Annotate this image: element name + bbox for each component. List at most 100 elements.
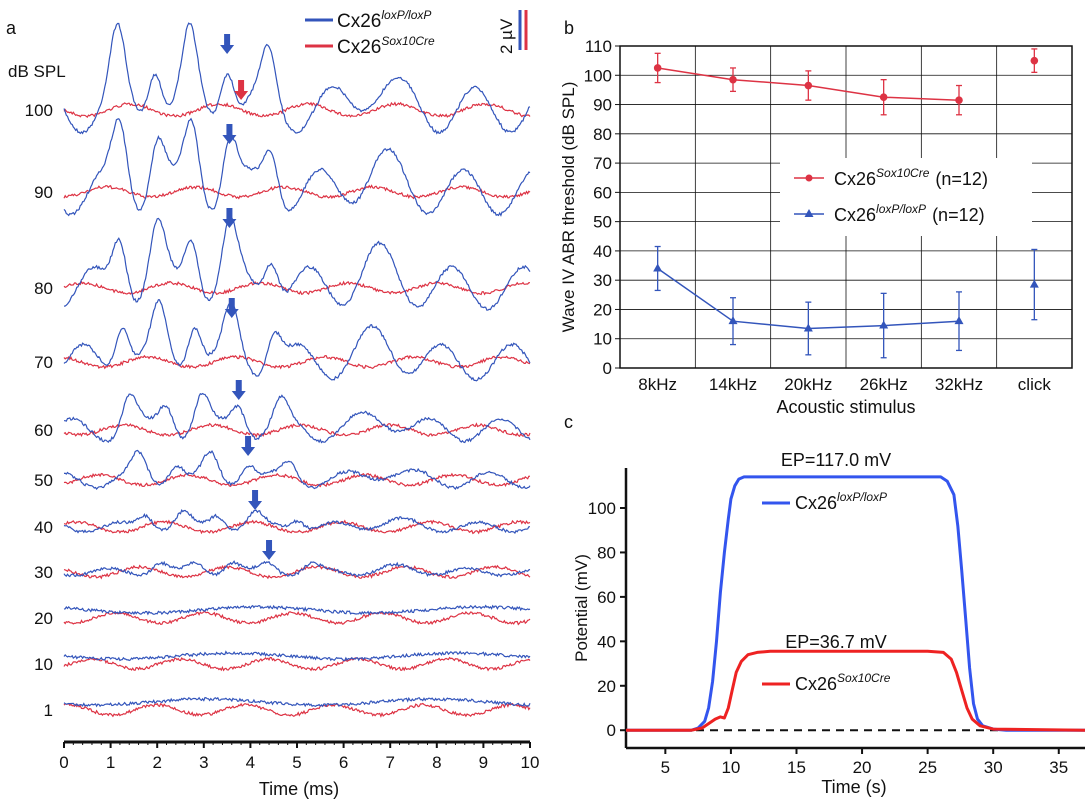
xtick-label-20kHz: 20kHz [784, 375, 832, 394]
c-ytick-label-60: 60 [597, 588, 616, 607]
wave-iv-arrows [220, 34, 277, 560]
panel-b-legend: Cx26Sox10Cre (n=12) Cx26loxP/loxP (n=12) [780, 158, 1032, 236]
arrow-loxp-70 [224, 298, 239, 318]
panel-b-grid [620, 46, 1072, 368]
trace-loxp-1 [63, 696, 531, 708]
ep-trace-sox10 [626, 649, 1085, 732]
trace-loxp-30 [63, 560, 531, 578]
panel-label-b: b [564, 18, 574, 38]
c-ytick-label-20: 20 [597, 677, 616, 696]
point-loxp-14kHz [728, 316, 738, 325]
ytick-label-10: 10 [593, 330, 612, 349]
ep-annotation-sox10: EP=36.7 mV [785, 632, 887, 652]
time-tick-label-1: 1 [106, 753, 115, 772]
c-xtick-label-25: 25 [918, 758, 937, 777]
time-tick-label-9: 9 [479, 753, 488, 772]
abr-traces [63, 22, 531, 718]
xtick-label-14kHz: 14kHz [709, 375, 757, 394]
time-tick-label-3: 3 [199, 753, 208, 772]
panel-c-ylabel: Potential (mV) [572, 554, 591, 662]
legend-b-sox10: Cx26Sox10Cre (n=12) [834, 166, 988, 189]
trace-sox10-50 [63, 472, 531, 488]
panel-b-xticks: 8kHz 14kHz 20kHz 26kHz 32kHz click [638, 375, 1051, 394]
trace-sox10-80 [63, 280, 530, 296]
level-label-50: 50 [34, 471, 53, 490]
level-label-40: 40 [34, 518, 53, 537]
point-loxp-20kHz [803, 323, 813, 332]
legend-label-loxp: Cx26loxP/loxP [337, 8, 431, 32]
trace-loxp-100 [63, 22, 531, 135]
panel-b-threshold-chart: 0 10 20 30 40 50 60 70 80 90 100 110 8kHz 14kHz 20kHz… [559, 37, 1073, 417]
time-tick-label-7: 7 [385, 753, 394, 772]
level-label-1: 1 [44, 701, 53, 720]
arrow-loxp-30 [262, 540, 277, 560]
c-xtick-label-10: 10 [721, 758, 740, 777]
time-tick-label-6: 6 [339, 753, 348, 772]
panel-a-legend: Cx26loxP/loxP Cx26Sox10Cre [305, 8, 435, 58]
trace-loxp-90 [63, 117, 531, 217]
trace-loxp-80 [63, 216, 531, 311]
panel-label-a: a [6, 18, 17, 38]
trace-sox10-1 [63, 702, 531, 718]
arrow-sox10-100 [234, 80, 249, 100]
panel-label-c: c [564, 412, 573, 432]
ytick-label-0: 0 [603, 359, 612, 378]
c-ytick-label-100: 100 [588, 499, 616, 518]
ytick-label-30: 30 [593, 271, 612, 290]
time-tick-label-5: 5 [292, 753, 301, 772]
time-tick-label-2: 2 [152, 753, 161, 772]
c-xtick-label-30: 30 [984, 758, 1003, 777]
level-label-60: 60 [34, 421, 53, 440]
trace-sox10-30 [63, 564, 531, 580]
panel-a-xlabel: Time (ms) [259, 779, 339, 799]
point-loxp-8kHz [653, 263, 663, 272]
level-label-80: 80 [34, 279, 53, 298]
scale-bar: 2 µV [497, 10, 528, 54]
legend-c-sox10: Cx26Sox10Cre [795, 671, 891, 694]
xtick-label-click: click [1018, 375, 1052, 394]
c-xtick-label-35: 35 [1049, 758, 1068, 777]
legend-b-loxp: Cx26loxP/loxP (n=12) [834, 202, 985, 225]
trace-sox10-20 [63, 611, 531, 626]
point-loxp-click [1029, 279, 1039, 288]
panel-a-abr-traces: dB SPL 100 90 80 70 60 50 40 30 20 10 1 0 1 2 3 4 5 6 7 8 9… [8, 8, 539, 799]
point-sox10-32kHz [955, 96, 963, 104]
time-tick-label-10: 10 [521, 753, 540, 772]
panel-b-ylabel: Wave IV ABR threshold (dB SPL) [559, 82, 578, 333]
ytick-label-40: 40 [593, 242, 612, 261]
panel-a-time-axis: 0 1 2 3 4 5 6 7 8 9 10 [59, 740, 540, 772]
trace-sox10-10 [63, 656, 531, 672]
c-xtick-label-5: 5 [661, 758, 670, 777]
trace-loxp-10 [63, 650, 531, 662]
level-label-70: 70 [34, 353, 53, 372]
time-tick-label-8: 8 [432, 753, 441, 772]
arrow-loxp-60 [231, 380, 246, 400]
trace-loxp-60 [64, 392, 531, 444]
trace-sox10-70 [63, 354, 531, 370]
level-label-30: 30 [34, 563, 53, 582]
c-ytick-label-40: 40 [597, 632, 616, 651]
trace-sox10-90 [63, 184, 531, 200]
arrow-loxp-80 [222, 208, 237, 228]
ytick-label-100: 100 [584, 66, 612, 85]
level-label-10: 10 [34, 655, 53, 674]
trace-sox10-40 [63, 519, 531, 535]
trace-loxp-70 [63, 299, 531, 382]
panel-b-series [653, 48, 1039, 359]
trace-loxp-20 [63, 604, 531, 616]
time-tick-label-4: 4 [246, 753, 255, 772]
point-sox10-click [1030, 56, 1039, 65]
point-sox10-26kHz [879, 93, 888, 102]
level-label-100: 100 [25, 101, 53, 120]
legend-c-loxp: Cx26loxP/loxP [795, 490, 887, 513]
point-loxp-32kHz [954, 316, 964, 325]
arrow-loxp-100 [220, 34, 235, 54]
point-sox10-8kHz [653, 64, 662, 72]
xtick-label-26kHz: 26kHz [860, 375, 908, 394]
trace-loxp-50 [63, 449, 531, 490]
c-ytick-label-0: 0 [607, 721, 616, 740]
point-sox10-14kHz [729, 75, 737, 84]
point-sox10-20kHz [804, 81, 813, 90]
xtick-label-8kHz: 8kHz [638, 375, 677, 394]
